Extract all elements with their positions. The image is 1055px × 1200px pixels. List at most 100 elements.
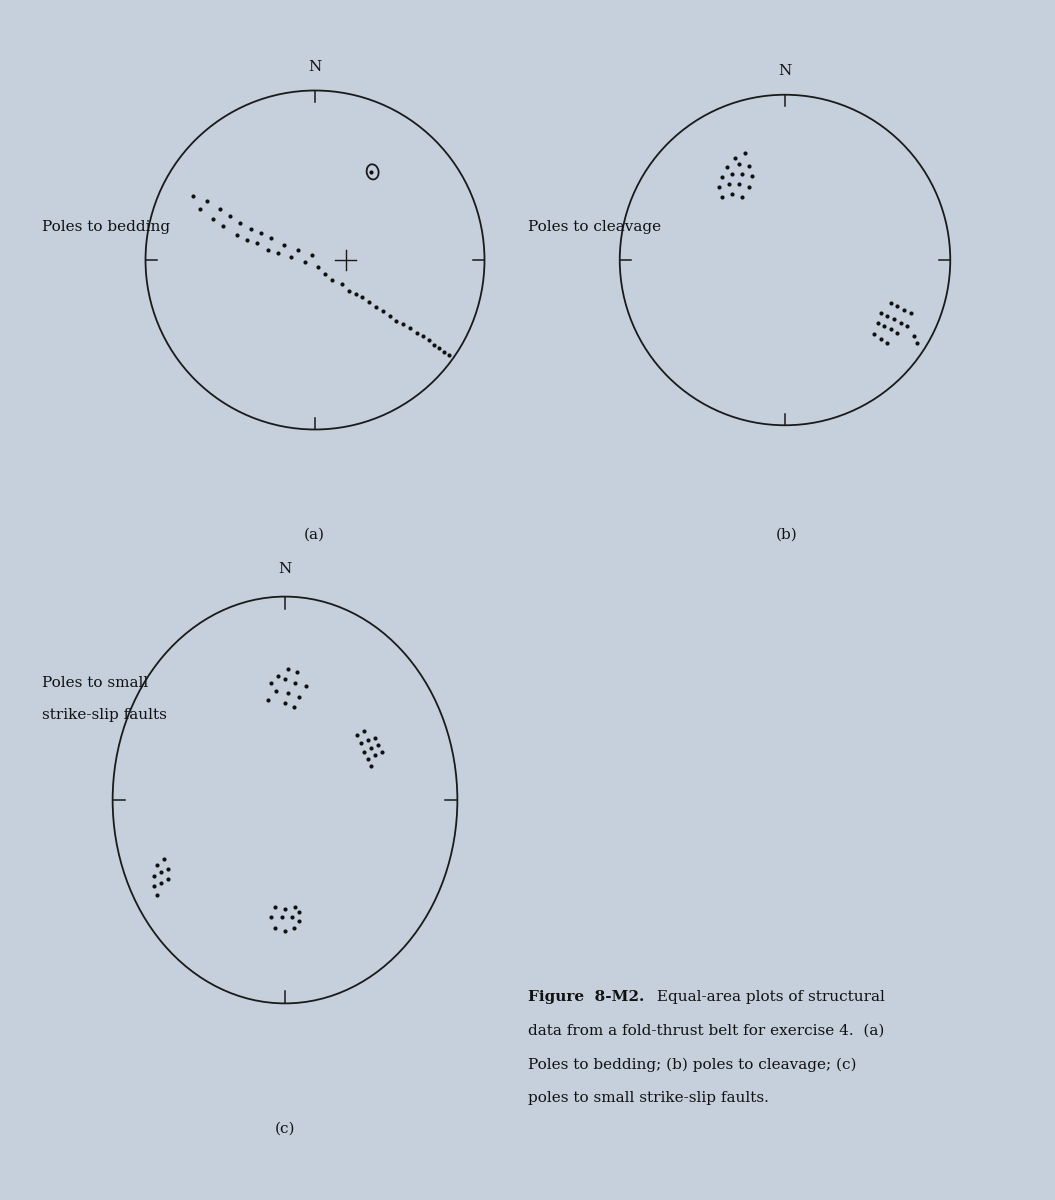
Point xyxy=(889,296,906,316)
Point xyxy=(381,306,398,325)
Point xyxy=(266,898,283,917)
Point xyxy=(243,220,260,239)
Point xyxy=(721,174,737,193)
Text: poles to small strike-slip faults.: poles to small strike-slip faults. xyxy=(528,1091,768,1105)
Point xyxy=(285,697,302,716)
Point xyxy=(425,335,442,354)
Point xyxy=(879,334,896,353)
Point xyxy=(373,742,390,761)
Point xyxy=(290,240,307,259)
Point xyxy=(268,682,285,701)
Point xyxy=(260,690,276,709)
Point xyxy=(899,317,916,336)
Point xyxy=(238,230,255,250)
Point xyxy=(149,856,166,875)
Point xyxy=(741,178,757,197)
Point xyxy=(263,907,280,926)
Text: Poles to bedding: Poles to bedding xyxy=(42,220,170,234)
Point xyxy=(146,876,162,895)
Point xyxy=(276,899,293,918)
Point xyxy=(316,264,333,283)
Point xyxy=(714,187,731,206)
Point xyxy=(266,918,283,937)
Point xyxy=(369,736,386,755)
Text: Poles to cleavage: Poles to cleavage xyxy=(528,220,660,234)
Point xyxy=(367,298,384,317)
Point xyxy=(366,745,383,764)
Point xyxy=(908,334,925,353)
Point xyxy=(263,673,280,692)
Point xyxy=(347,284,364,304)
Text: N: N xyxy=(779,65,791,78)
Point xyxy=(276,235,293,254)
Text: Figure  8-M2.: Figure 8-M2. xyxy=(528,990,644,1004)
Point xyxy=(156,850,173,869)
Point xyxy=(872,330,889,349)
Point xyxy=(276,670,293,689)
Point xyxy=(395,314,411,334)
Point xyxy=(733,187,750,206)
Point xyxy=(185,186,202,205)
Point xyxy=(298,677,314,696)
Point xyxy=(276,922,293,941)
Point xyxy=(215,216,232,235)
Point xyxy=(352,733,369,752)
Point xyxy=(290,911,307,930)
Point xyxy=(198,191,215,210)
Point xyxy=(356,721,372,740)
Point xyxy=(149,886,166,905)
Point xyxy=(146,866,162,886)
Point xyxy=(375,301,391,320)
Point xyxy=(893,313,909,332)
Point xyxy=(366,728,383,748)
Point xyxy=(222,206,238,226)
Point xyxy=(408,323,425,342)
Text: (a): (a) xyxy=(304,528,325,542)
Point xyxy=(249,234,266,253)
Point xyxy=(273,907,290,926)
Point xyxy=(287,898,304,917)
Point xyxy=(191,199,208,218)
Point xyxy=(869,313,886,332)
Point xyxy=(363,756,380,775)
Point xyxy=(876,317,893,336)
Point xyxy=(420,330,437,349)
Point xyxy=(354,288,371,307)
Point xyxy=(269,244,286,263)
Point xyxy=(280,684,296,703)
Point xyxy=(388,312,405,331)
Text: Equal-area plots of structural: Equal-area plots of structural xyxy=(652,990,885,1004)
Point xyxy=(866,325,883,344)
Point xyxy=(212,199,229,218)
Point xyxy=(730,174,747,193)
Point xyxy=(363,162,380,181)
Point xyxy=(232,214,249,233)
Point xyxy=(882,320,899,340)
Point xyxy=(290,686,307,706)
Text: Poles to small: Poles to small xyxy=(42,676,149,690)
Point xyxy=(879,306,896,325)
Point xyxy=(153,874,170,893)
Point xyxy=(356,742,372,761)
Text: N: N xyxy=(308,60,322,73)
Point xyxy=(360,730,377,749)
Point xyxy=(229,224,246,244)
Point xyxy=(730,155,747,174)
Point xyxy=(289,662,306,682)
Point xyxy=(902,304,919,323)
Point xyxy=(303,245,320,264)
Point xyxy=(310,257,327,276)
Point xyxy=(285,918,302,937)
Point xyxy=(896,300,913,319)
Point xyxy=(744,166,761,185)
Point xyxy=(436,342,453,361)
Point xyxy=(205,210,222,229)
Point xyxy=(733,164,750,184)
Point xyxy=(159,870,176,889)
Point xyxy=(270,666,287,685)
Point xyxy=(714,168,731,187)
Point xyxy=(324,271,341,290)
Text: strike-slip faults: strike-slip faults xyxy=(42,708,167,722)
Text: (c): (c) xyxy=(274,1122,295,1136)
Text: (b): (b) xyxy=(776,528,798,542)
